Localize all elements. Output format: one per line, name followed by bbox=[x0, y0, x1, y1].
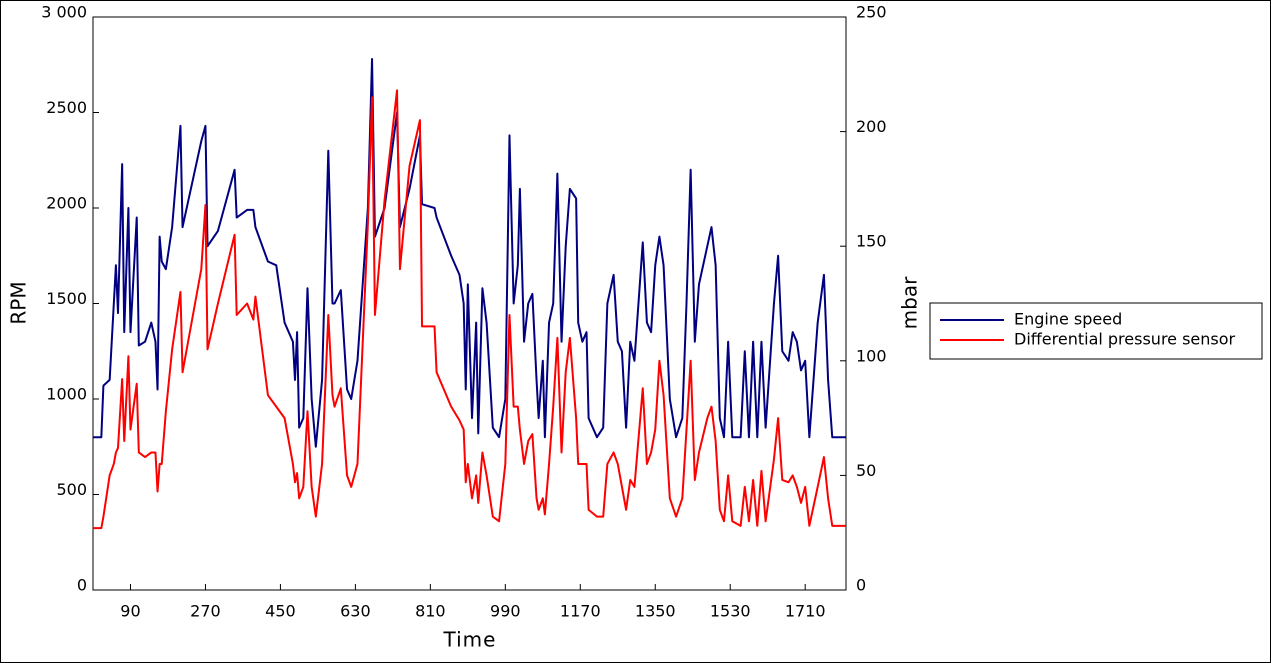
y2-tick-label: 250 bbox=[856, 3, 887, 22]
x-tick-label: 810 bbox=[415, 602, 446, 621]
y-tick-label: 0 bbox=[77, 576, 87, 595]
x-tick-label: 630 bbox=[340, 602, 371, 621]
y-tick-label: 2500 bbox=[46, 98, 87, 117]
y2-tick-label: 50 bbox=[856, 461, 876, 480]
series-line bbox=[93, 89, 846, 530]
x-tick-label: 1710 bbox=[785, 602, 826, 621]
legend-box bbox=[929, 302, 1263, 360]
x-tick-label: 1350 bbox=[635, 602, 676, 621]
y-tick-label: 2000 bbox=[46, 194, 87, 213]
legend-label: Engine speed bbox=[1014, 310, 1122, 329]
y-tick-label: 3 000 bbox=[41, 3, 87, 22]
y-tick-label: 1000 bbox=[46, 385, 87, 404]
x-axis-label: Time bbox=[443, 628, 497, 652]
y-tick-label: 500 bbox=[56, 480, 87, 499]
x-tick-label: 1170 bbox=[560, 602, 601, 621]
x-tick-label: 450 bbox=[265, 602, 296, 621]
y2-axis-label: mbar bbox=[898, 276, 922, 329]
series-line bbox=[93, 58, 846, 448]
legend-label: Differential pressure sensor bbox=[1014, 330, 1236, 349]
x-tick-label: 990 bbox=[490, 602, 521, 621]
y2-tick-label: 100 bbox=[856, 346, 887, 365]
x-tick-label: 1530 bbox=[710, 602, 751, 621]
y-axis-label: RPM bbox=[7, 281, 31, 324]
x-tick-label: 270 bbox=[190, 602, 221, 621]
x-tick-label: 90 bbox=[120, 602, 140, 621]
y2-tick-label: 200 bbox=[856, 117, 887, 136]
y-tick-label: 1500 bbox=[46, 289, 87, 308]
y2-tick-label: 150 bbox=[856, 232, 887, 251]
y2-tick-label: 0 bbox=[856, 576, 866, 595]
